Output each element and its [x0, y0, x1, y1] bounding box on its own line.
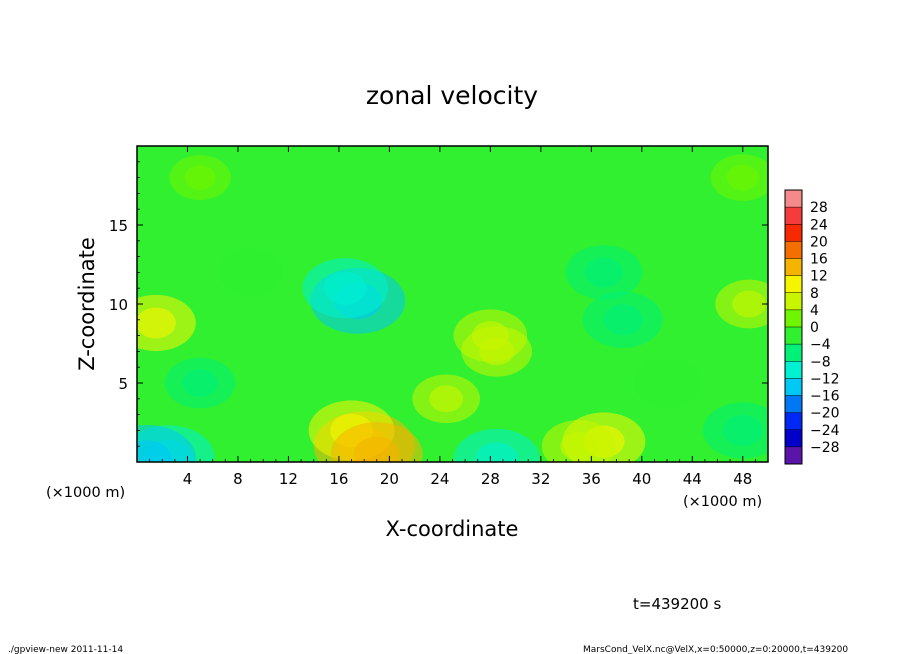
colorbar-label-13: −24 — [810, 423, 840, 439]
x-unit-left: (×1000 m) — [46, 485, 125, 501]
x-tick-label-11: 48 — [733, 470, 752, 488]
colorbar-swatch-10 — [785, 361, 802, 379]
colorbar-label-8: −4 — [810, 337, 831, 353]
heatmap-feature-core-17 — [722, 414, 763, 446]
footer-right: MarsCond_VelX.nc@VelX,x=0:50000,z=0:2000… — [583, 645, 848, 654]
colorbar-swatch-9 — [785, 344, 802, 362]
colorbar-swatch-0 — [785, 190, 802, 208]
heatmap-feature-core-6 — [137, 307, 176, 339]
heatmap-feature-core-18 — [650, 369, 684, 397]
x-tick-label-5: 24 — [430, 470, 449, 488]
heatmap-feature-core-4 — [182, 369, 218, 397]
colorbar-swatch-5 — [785, 275, 802, 294]
y-tick-label-2: 15 — [109, 217, 128, 235]
y-tick-label-0: 5 — [118, 375, 128, 393]
x-tick-label-0: 4 — [183, 470, 193, 488]
x-tick-label-9: 40 — [632, 470, 651, 488]
x-axis-label: X-coordinate — [386, 517, 519, 541]
colorbar-swatch-6 — [785, 292, 802, 311]
heatmap-feature-core-21 — [726, 164, 759, 191]
y-tick-label-1: 10 — [109, 296, 128, 314]
heatmap-feature-core-5 — [234, 259, 267, 286]
heatmap-feature-core-1 — [323, 271, 367, 305]
heatmap-feature-core-2 — [584, 257, 624, 288]
x-tick-label-6: 28 — [481, 470, 500, 488]
colorbar-swatch-14 — [785, 429, 802, 448]
x-unit-right: (×1000 m) — [683, 494, 762, 510]
heatmap-field — [137, 146, 768, 462]
colorbar-label-1: 24 — [810, 217, 828, 233]
x-tick-label-4: 20 — [380, 470, 399, 488]
colorbar-swatch-2 — [785, 224, 802, 242]
colorbar-swatch-3 — [785, 241, 802, 259]
colorbar-label-2: 20 — [810, 234, 828, 250]
colorbar-label-9: −8 — [810, 354, 831, 370]
colorbar-swatch-11 — [785, 378, 802, 396]
heatmap-feature-core-22 — [184, 165, 216, 190]
colorbar-swatch-7 — [785, 309, 802, 328]
heatmap-feature-core-14 — [475, 442, 519, 462]
colorbar-label-3: 16 — [810, 252, 828, 268]
colorbar-swatch-4 — [785, 258, 802, 276]
colorbar-label-11: −16 — [810, 389, 840, 405]
heatmap-feature-core-8 — [479, 337, 515, 366]
colorbar-swatch-15 — [785, 446, 802, 465]
colorbar-swatch-12 — [785, 395, 802, 413]
x-tick-label-3: 16 — [329, 470, 348, 488]
colorbar-label-12: −20 — [810, 406, 840, 422]
colorbar-label-14: −28 — [810, 440, 840, 456]
x-tick-label-1: 8 — [233, 470, 243, 488]
colorbar-swatch-1 — [785, 207, 802, 225]
colorbar-label-6: 4 — [810, 303, 819, 319]
x-tick-label-8: 36 — [582, 470, 601, 488]
heatmap-feature-core-19 — [429, 385, 464, 413]
colorbar-label-10: −12 — [810, 371, 840, 387]
y-axis-label: Z-coordinate — [75, 237, 99, 371]
x-tick-label-2: 12 — [279, 470, 298, 488]
time-label: t=439200 s — [633, 595, 721, 613]
colorbar-label-4: 12 — [810, 269, 828, 285]
colorbar-label-0: 28 — [810, 200, 828, 216]
heatmap-feature-core-3 — [602, 304, 643, 336]
footer-left: ./gpview-new 2011-11-14 — [8, 645, 123, 654]
colorbar-label-5: 8 — [810, 286, 819, 302]
colorbar-label-7: 0 — [810, 320, 819, 336]
colorbar-swatch-8 — [785, 327, 802, 345]
heatmap-feature-core-10 — [137, 440, 172, 462]
x-tick-label-7: 32 — [531, 470, 550, 488]
chart-title: zonal velocity — [366, 81, 538, 110]
colorbar-swatch-13 — [785, 412, 802, 431]
heatmap-feature-core-16 — [560, 431, 598, 461]
heatmap-feature-core-13 — [353, 436, 400, 462]
x-tick-label-10: 44 — [683, 470, 702, 488]
heatmap-feature-core-20 — [732, 290, 766, 318]
